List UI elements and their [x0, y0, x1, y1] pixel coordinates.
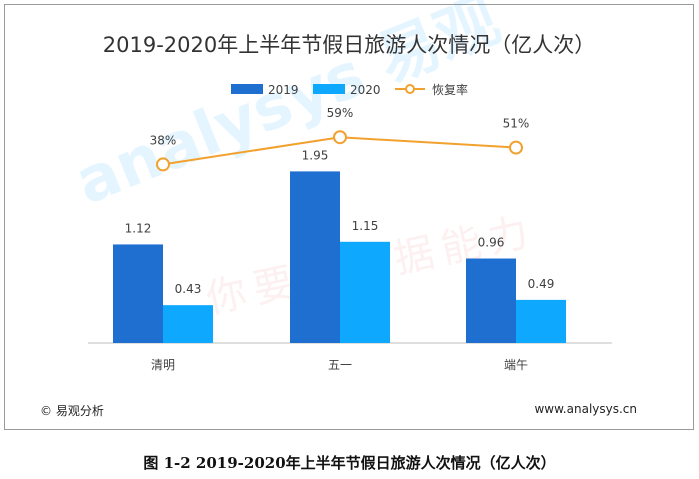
- legend-label-2020: 2020: [350, 83, 381, 97]
- bar-2020-2: [516, 299, 566, 343]
- bar-label-2019-0: 1.12: [125, 221, 152, 235]
- legend-swatch-2019: [231, 84, 263, 94]
- legend-label-recovery: 恢复率: [432, 82, 468, 97]
- legend-swatch-2020: [313, 84, 345, 94]
- recovery-label-0: 38%: [150, 133, 177, 147]
- bar-2019-2: [466, 258, 516, 343]
- bar-2019-1: [290, 171, 340, 343]
- chart-title: 2019-2020年上半年节假日旅游人次情况（亿人次）: [103, 33, 595, 57]
- bars-group: [113, 171, 566, 343]
- bar-2020-0: [163, 305, 213, 343]
- chart-frame: [4, 4, 694, 430]
- category-labels-group: 清明 五一 端午: [151, 358, 528, 372]
- legend-marker-recovery: [405, 84, 415, 94]
- figure-caption: 图 1-2 2019-2020年上半年节假日旅游人次情况（亿人次）: [143, 454, 556, 472]
- bar-label-2020-2: 0.49: [528, 277, 555, 291]
- recovery-label-1: 59%: [327, 106, 354, 120]
- category-label-2: 端午: [504, 358, 528, 372]
- recovery-point-0: [156, 157, 170, 172]
- source-right: www.analysys.cn: [534, 402, 637, 416]
- recovery-point-1: [333, 130, 347, 145]
- bar-label-2020-1: 1.15: [352, 219, 379, 233]
- recovery-point-2: [509, 140, 523, 155]
- recovery-line-group: 38% 59% 51%: [150, 106, 530, 172]
- legend: 2019 2020 恢复率: [231, 82, 468, 97]
- bar-label-2019-2: 0.96: [478, 236, 505, 250]
- bar-2020-1: [340, 241, 390, 343]
- category-label-0: 清明: [151, 358, 175, 372]
- category-label-1: 五一: [328, 358, 352, 372]
- legend-label-2019: 2019: [268, 83, 299, 97]
- bar-label-2019-1: 1.95: [302, 148, 329, 162]
- bar-labels-group: 1.12 0.43 1.95 1.15 0.96 0.49: [125, 148, 555, 296]
- chart-svg: 2019-2020年上半年节假日旅游人次情况（亿人次） 2019 2020 恢复…: [88, 33, 612, 372]
- source-left: © 易观分析: [40, 404, 104, 418]
- bar-2019-0: [113, 244, 163, 343]
- recovery-label-2: 51%: [503, 117, 530, 131]
- bar-label-2020-0: 0.43: [175, 282, 202, 296]
